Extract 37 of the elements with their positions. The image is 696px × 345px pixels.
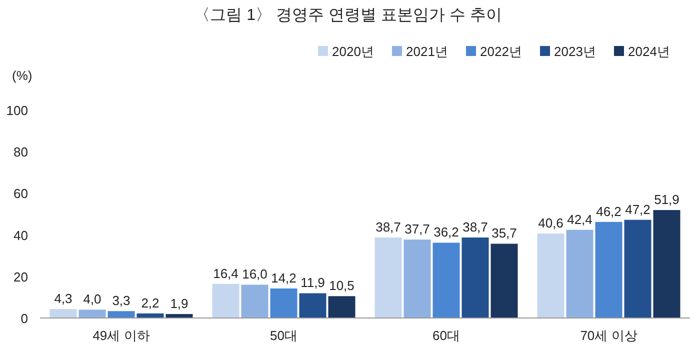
data-label: 35,7: [492, 226, 517, 241]
x-tick-label: 60대: [432, 328, 460, 343]
data-label: 38,7: [462, 220, 488, 235]
data-label: 4,3: [54, 291, 72, 306]
data-label: 1,9: [170, 296, 188, 312]
legend-label: 2022년: [480, 44, 522, 59]
data-label: 16,0: [242, 266, 268, 282]
data-label: 46,2: [596, 204, 622, 219]
y-tick-label: 40: [14, 228, 28, 243]
legend-label: 2023년: [554, 44, 596, 59]
data-label: 2,2: [141, 295, 160, 310]
legend-label: 2021년: [406, 44, 448, 59]
data-label: 14,2: [271, 270, 296, 286]
x-tick-label: 70세 이상: [580, 328, 638, 343]
y-tick-label: 60: [14, 186, 28, 202]
data-label: 38,7: [376, 220, 401, 235]
data-label: 36,2: [434, 224, 459, 240]
title: 〈그림 1〉 경영주 연령별 표본임가 수 추이: [194, 7, 502, 24]
data-label: 16,4: [213, 266, 238, 281]
data-label: 11,9: [300, 275, 325, 290]
data-label: 3,3: [112, 293, 130, 308]
data-label: 42,4: [567, 212, 592, 227]
data-label: 10,5: [329, 278, 354, 294]
x-tick-label: 50대: [270, 328, 298, 343]
data-label: 4,0: [83, 292, 102, 307]
ylabel: (%): [12, 68, 32, 83]
data-label: 51,9: [654, 192, 680, 208]
y-tick-label: 0: [20, 311, 28, 326]
x-tick-label: 49세 이하: [92, 328, 150, 343]
data-label: 40,6: [538, 216, 564, 231]
data-label: 37,7: [404, 222, 430, 237]
legend-label: 2020년: [332, 44, 374, 59]
data-label: 47,2: [625, 202, 650, 217]
legend-label: 2024년: [628, 44, 670, 59]
y-tick-label: 80: [14, 144, 28, 160]
y-tick-label: 20: [14, 269, 28, 284]
y-tick-label: 100: [6, 103, 28, 118]
